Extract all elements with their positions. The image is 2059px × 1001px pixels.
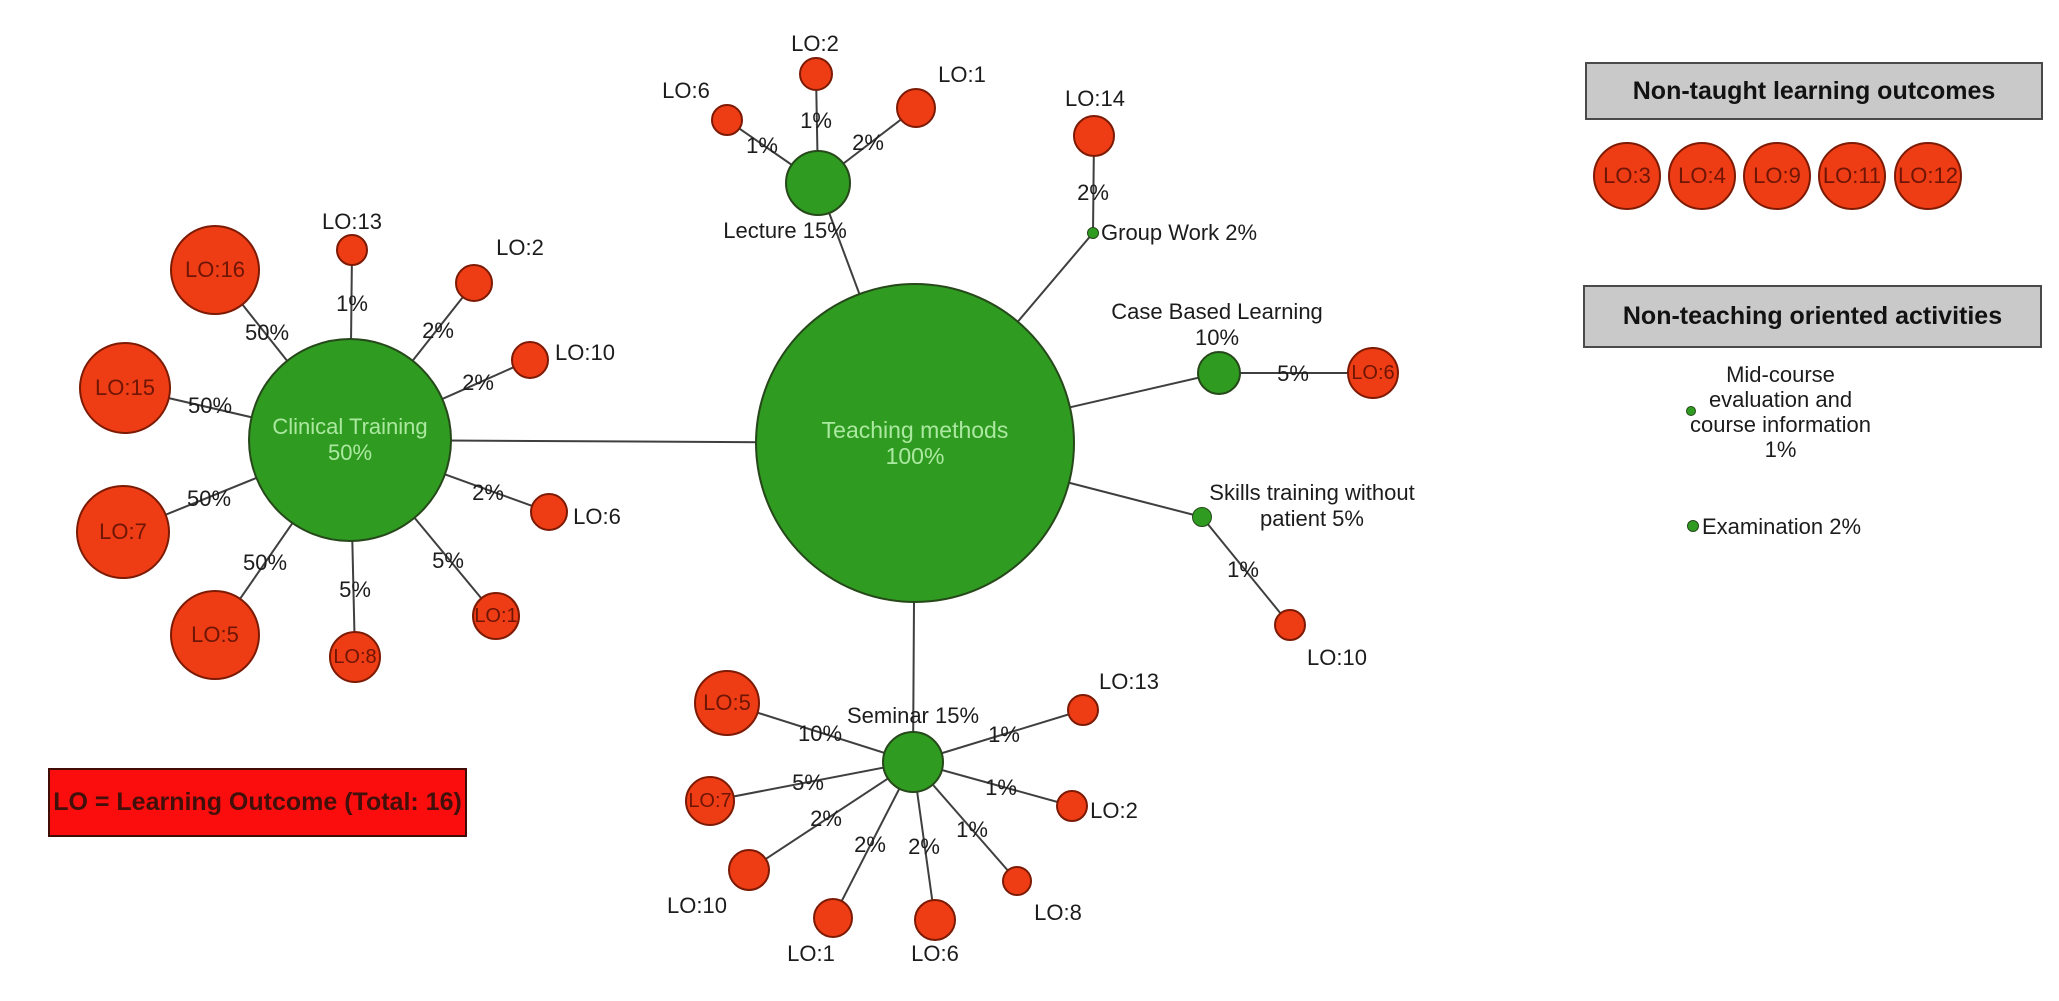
edge-teaching-cbl — [914, 372, 1220, 444]
edge-clinical-cl_lo15 — [124, 387, 351, 441]
edge-lecture-lec_lo2 — [815, 73, 819, 184]
mid-course-dot-node — [1686, 406, 1696, 416]
legend-circle-lo12: LO:12 — [1894, 142, 1962, 210]
edge-seminar-sem_lo1 — [832, 761, 914, 919]
edge-clinical-cl_lo5 — [214, 439, 351, 636]
edge-skills-sk_lo10 — [1201, 516, 1291, 626]
non-teaching-legend-title-box: Non-teaching oriented activities — [1583, 285, 2042, 348]
edge-lecture-lec_lo6 — [726, 119, 819, 184]
edge-clinical-cl_lo2 — [349, 282, 475, 441]
edge-seminar-sem_lo6 — [912, 761, 936, 921]
edge-seminar-sem_lo5 — [726, 702, 914, 763]
legend-circle-lo9: LO:9 — [1743, 142, 1811, 210]
edge-groupwork-gw_lo14 — [1092, 135, 1095, 234]
edge-teaching-clinical — [349, 439, 916, 444]
edge-seminar-sem_lo8 — [912, 761, 1018, 882]
edge-clinical-cl_lo10 — [349, 359, 531, 441]
legend-circle-lo4: LO:4 — [1668, 142, 1736, 210]
edge-teaching-lecture — [817, 182, 916, 444]
examination-label: Examination 2% — [1702, 514, 1861, 540]
examination-percent: 2% — [1829, 514, 1861, 539]
edge-teaching-groupwork — [914, 232, 1094, 444]
non-taught-legend-title-box: Non-taught learning outcomes — [1585, 62, 2043, 120]
non-taught-legend-title: Non-taught learning outcomes — [1632, 76, 1996, 105]
legend-circle-lo3: LO:3 — [1593, 142, 1661, 210]
edge-clinical-cl_lo8 — [349, 439, 356, 658]
edge-teaching-skills — [914, 442, 1203, 518]
lo-note-text: LO = Learning Outcome (Total: 16) — [53, 788, 462, 816]
examination-dot-node — [1687, 520, 1699, 532]
mid-course-label-text: Mid-course evaluation and course informa… — [1690, 362, 1871, 437]
legend-circle-lo11: LO:11 — [1818, 142, 1886, 210]
mid-course-percent: 1% — [1764, 437, 1797, 462]
edge-clinical-cl_lo13 — [349, 249, 353, 441]
edge-seminar-sem_lo7 — [709, 761, 914, 802]
examination-label-text: Examination — [1702, 514, 1824, 539]
edge-seminar-sem_lo2 — [912, 761, 1073, 807]
edge-seminar-sem_lo13 — [912, 709, 1084, 763]
mid-course-label: Mid-course evaluation and course informa… — [1683, 362, 1878, 462]
edge-clinical-cl_lo7 — [122, 439, 351, 533]
lo-note-box: LO = Learning Outcome (Total: 16) — [48, 768, 467, 837]
non-teaching-legend-title: Non-teaching oriented activities — [1622, 302, 2003, 330]
edge-teaching-seminar — [912, 442, 916, 763]
edge-lecture-lec_lo1 — [817, 107, 917, 184]
